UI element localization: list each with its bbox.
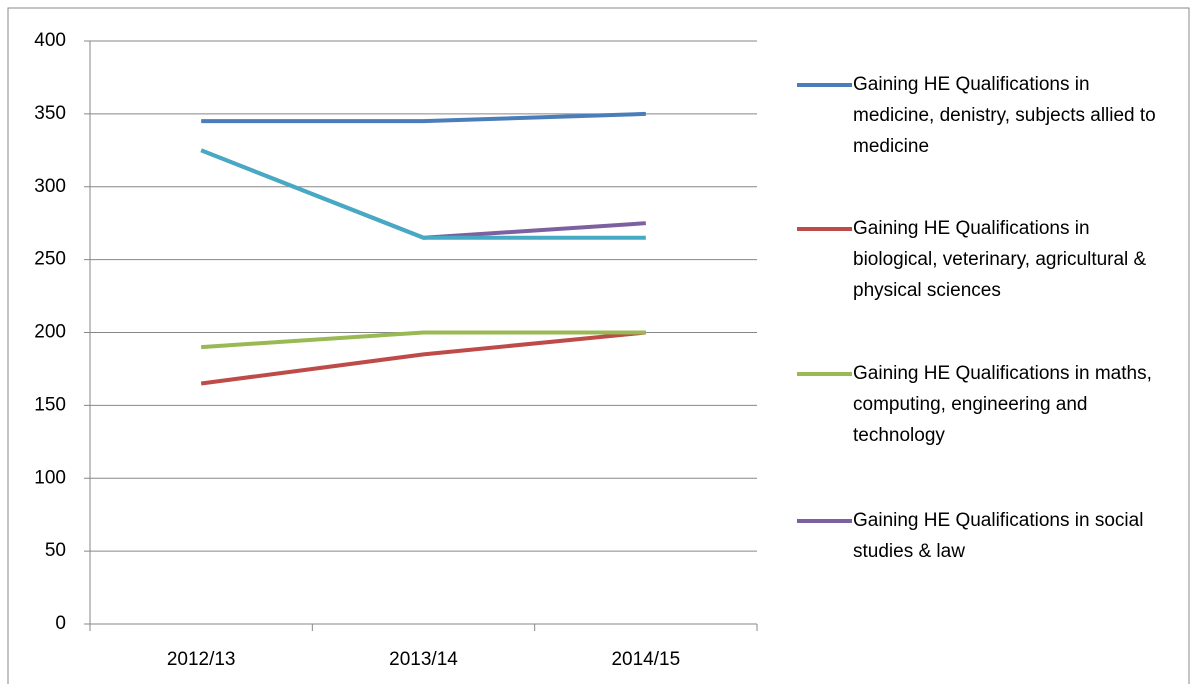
- series-line: [200, 330, 647, 386]
- legend-label: Gaining HE Qualifications in biological,…: [853, 218, 1147, 301]
- series-line: [200, 148, 646, 240]
- series-line: [201, 111, 646, 124]
- y-tick-label: 250: [34, 249, 66, 270]
- x-tick-label: 2014/15: [611, 649, 680, 670]
- y-tick-label: 50: [45, 540, 66, 561]
- series-line: [201, 330, 646, 350]
- series-line: [200, 148, 646, 240]
- x-tick-label: 2013/14: [389, 649, 458, 670]
- chart-border: [7, 7, 1190, 684]
- y-tick-label: 100: [34, 467, 66, 488]
- y-tick-label: 300: [34, 176, 66, 197]
- y-tick-label: 400: [34, 30, 66, 51]
- legend-label: Gaining HE Qualifications in social stud…: [853, 510, 1144, 562]
- y-tick-label: 150: [34, 394, 66, 415]
- y-tick-label: 350: [34, 103, 66, 124]
- legend-label: Gaining HE Qualifications in maths, comp…: [853, 363, 1152, 446]
- y-tick-label: 200: [34, 322, 66, 343]
- legend-label: Gaining HE Qualifications in medicine, d…: [853, 74, 1156, 157]
- y-tick-label: 0: [55, 613, 66, 634]
- x-tick-label: 2012/13: [167, 649, 236, 670]
